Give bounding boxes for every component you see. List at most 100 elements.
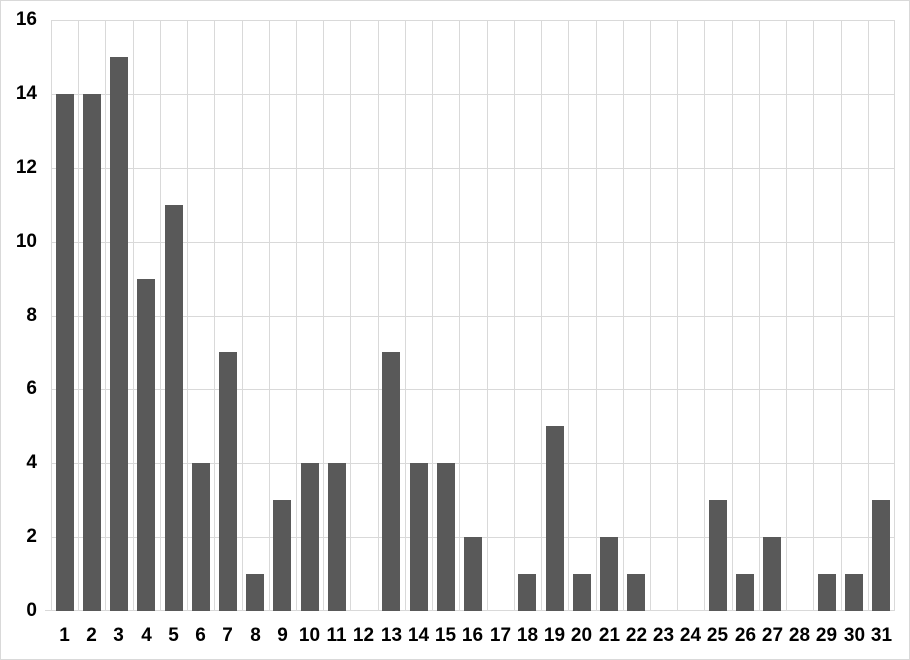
x-axis-label: 9 [277,625,288,646]
gridline-horizontal [51,20,895,21]
gridline-vertical [187,20,188,611]
gridline-vertical [378,20,379,611]
bar-day-30 [845,574,863,611]
y-axis-label: 14 [15,83,37,104]
x-axis-label: 4 [141,625,152,646]
y-axis-label: 8 [26,305,37,326]
gridline-vertical [568,20,569,611]
x-axis-label: 5 [168,625,179,646]
x-axis-label: 21 [598,625,621,646]
bar-day-4 [137,279,155,611]
bar-day-11 [328,463,346,611]
bar-day-5 [165,205,183,611]
gridline-vertical [105,20,106,611]
x-axis-label: 17 [489,625,512,646]
y-axis-tick [45,610,51,611]
gridline-vertical [541,20,542,611]
gridline-vertical [623,20,624,611]
bar-day-6 [192,463,210,611]
bar-day-7 [219,352,237,611]
x-axis-label: 26 [734,625,757,646]
gridline-vertical [432,20,433,611]
x-axis-label: 27 [761,625,784,646]
gridline-vertical [759,20,760,611]
y-axis-label: 16 [15,9,37,30]
gridline-vertical [704,20,705,611]
x-axis-label: 22 [625,625,648,646]
bar-day-20 [573,574,591,611]
x-axis-label: 19 [543,625,566,646]
gridline-vertical [296,20,297,611]
y-axis-label: 4 [26,452,37,473]
gridline-vertical [732,20,733,611]
gridline-vertical [51,20,52,611]
y-axis-label: 10 [15,231,37,252]
gridline-vertical [650,20,651,611]
bar-day-1 [56,94,74,611]
gridline-vertical [160,20,161,611]
plot-area [51,20,895,611]
x-axis-label: 14 [407,625,430,646]
gridline-horizontal [51,463,895,464]
gridline-horizontal [51,94,895,95]
x-axis-label: 2 [86,625,97,646]
gridline-vertical [405,20,406,611]
y-axis-label: 2 [26,526,37,547]
y-axis-label: 12 [15,157,37,178]
x-axis-label: 6 [195,625,206,646]
x-axis-label: 10 [298,625,321,646]
bar-day-25 [709,500,727,611]
x-axis-label: 30 [843,625,866,646]
x-axis-label: 8 [250,625,261,646]
x-axis-label: 24 [679,625,702,646]
bar-day-2 [83,94,101,611]
bar-day-10 [301,463,319,611]
x-axis-label: 13 [380,625,403,646]
bar-day-31 [872,500,890,611]
gridline-vertical [242,20,243,611]
x-axis-label: 29 [815,625,838,646]
gridline-vertical [514,20,515,611]
gridline-vertical [487,20,488,611]
x-axis-label: 28 [788,625,811,646]
bar-day-26 [736,574,754,611]
bar-day-9 [273,500,291,611]
bar-day-19 [546,426,564,611]
x-axis-label: 3 [113,625,124,646]
x-axis-label: 31 [870,625,893,646]
bar-day-13 [382,352,400,611]
gridline-vertical [78,20,79,611]
x-axis-label: 18 [516,625,539,646]
gridline-vertical [214,20,215,611]
y-axis-label: 6 [26,378,37,399]
x-axis-label: 11 [326,625,347,646]
x-axis-label: 25 [706,625,729,646]
bar-day-22 [627,574,645,611]
x-axis-label: 20 [570,625,593,646]
bar-day-27 [763,537,781,611]
gridline-vertical [459,20,460,611]
gridline-vertical [323,20,324,611]
bar-day-21 [600,537,618,611]
bar-day-14 [410,463,428,611]
bar-day-8 [246,574,264,611]
gridline-horizontal [51,316,895,317]
gridline-vertical [677,20,678,611]
x-axis-label: 12 [352,625,375,646]
x-axis-label: 15 [434,625,457,646]
gridline-vertical [596,20,597,611]
gridline-horizontal [51,168,895,169]
bar-day-29 [818,574,836,611]
gridline-horizontal [51,242,895,243]
gridline-vertical [841,20,842,611]
bar-day-16 [464,537,482,611]
x-axis-label: 1 [59,625,70,646]
gridline-vertical [894,20,895,611]
gridline-vertical [350,20,351,611]
x-axis-label: 23 [652,625,675,646]
gridline-vertical [813,20,814,611]
y-axis-label: 0 [26,600,37,621]
bar-day-18 [518,574,536,611]
gridline-vertical [868,20,869,611]
